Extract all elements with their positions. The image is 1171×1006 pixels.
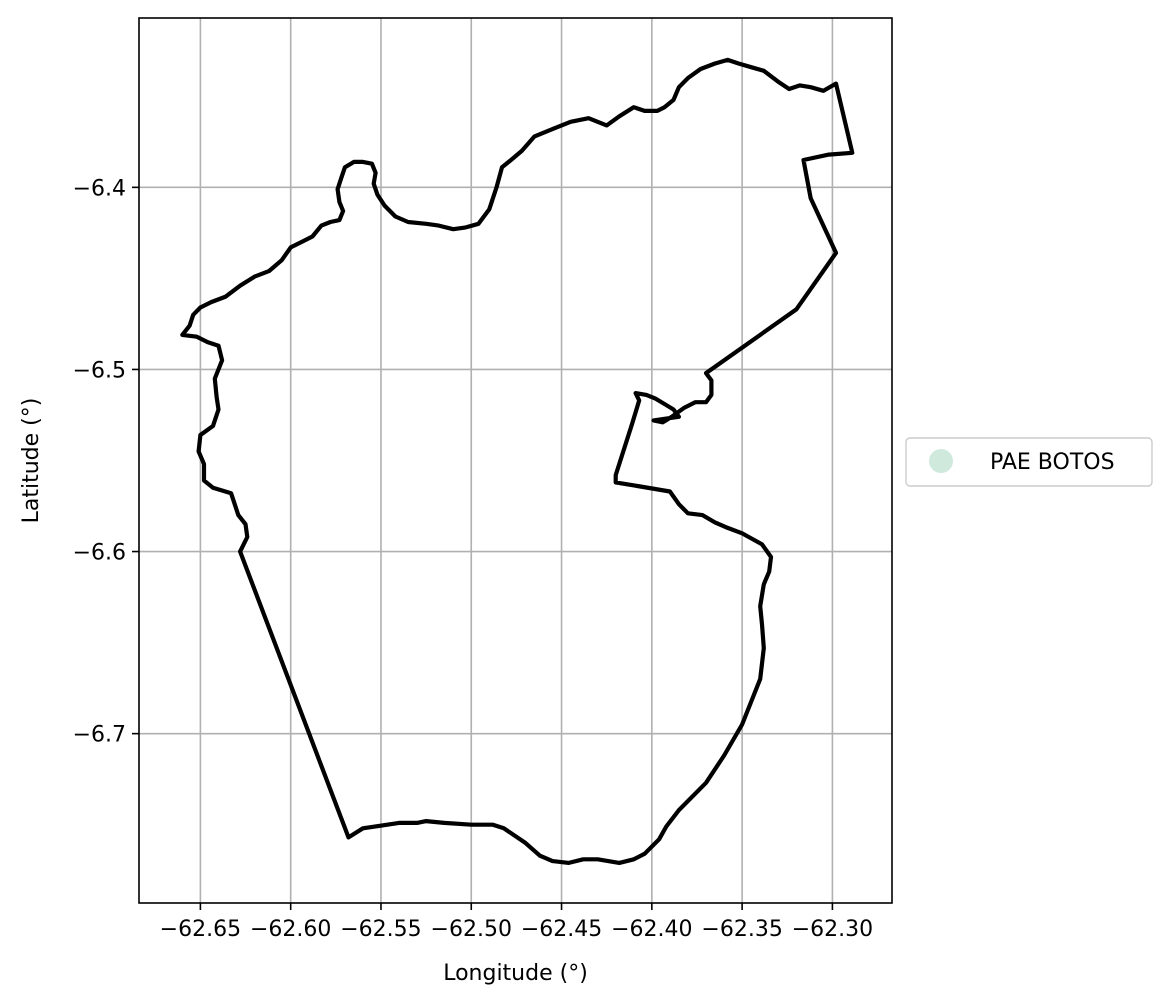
x-tick-label: −62.35	[701, 917, 782, 942]
legend-frame	[905, 437, 1153, 487]
plot-area-frame	[138, 17, 893, 904]
x-tick-label: −62.55	[340, 917, 421, 942]
legend-label: PAE BOTOS	[990, 450, 1115, 475]
x-tick-label: −62.50	[431, 917, 512, 942]
y-tick-label: −6.7	[73, 723, 126, 748]
legend: PAE BOTOS	[905, 437, 1153, 487]
x-tick-label: −62.40	[611, 917, 692, 942]
x-tick-label: −62.60	[250, 917, 331, 942]
pae-botos-boundary	[180, 57, 855, 865]
axis-ticks: −62.65 −62.60 −62.55 −62.50 −62.45 −62.40 −62.…	[73, 176, 874, 942]
x-tick-label: −62.45	[521, 917, 602, 942]
y-tick-label: −6.6	[73, 541, 126, 566]
x-tick-label: −62.65	[160, 917, 241, 942]
x-tick-label: −62.30	[792, 917, 873, 942]
y-tick-label: −6.5	[73, 358, 126, 383]
legend-marker	[929, 449, 953, 473]
y-tick-label: −6.4	[73, 176, 126, 201]
y-axis-label: Latitude (°)	[19, 398, 44, 524]
x-axis-label: Longitude (°)	[443, 961, 588, 986]
grid-lines	[139, 18, 892, 903]
